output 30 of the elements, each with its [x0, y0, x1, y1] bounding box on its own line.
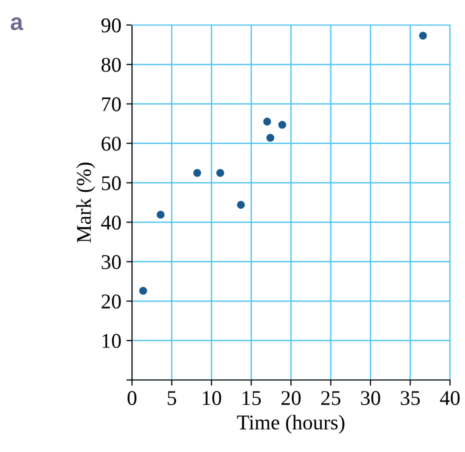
y-tick-label: 70: [102, 97, 121, 112]
x-tick-label: 40: [440, 391, 460, 406]
point: [193, 168, 202, 177]
y-tick-label: 30: [102, 255, 121, 270]
y-tick-label: 90: [101, 18, 121, 32]
point: [139, 286, 148, 295]
x-tick-label: 10: [202, 391, 222, 406]
y-tick-label: 60: [102, 136, 121, 151]
point: [419, 32, 427, 40]
x-tick-label: 30: [361, 391, 380, 406]
point: [236, 200, 245, 209]
point: [263, 118, 272, 126]
x-tick-label: 5: [168, 391, 176, 406]
point: [156, 210, 165, 219]
y-tick-label: 10: [102, 334, 121, 348]
y-axis-title: Mark (%): [76, 162, 96, 243]
x-tick-label: 25: [321, 391, 340, 406]
y-tick-label: 40: [101, 216, 121, 230]
point: [278, 120, 286, 129]
y-tick-label: 80: [102, 58, 121, 72]
text: a: [10, 17, 24, 30]
x-axis-title: Time (hours): [237, 414, 344, 434]
x-tick-label: 35: [400, 391, 420, 406]
point: [216, 168, 224, 177]
point: [266, 134, 274, 142]
y-tick-label: 50: [102, 176, 121, 190]
y-tick-label: 20: [102, 294, 121, 309]
x-tick-label: 0: [128, 391, 136, 406]
x-tick-label: 20: [282, 391, 301, 406]
x-tick-label: 15: [242, 391, 261, 406]
